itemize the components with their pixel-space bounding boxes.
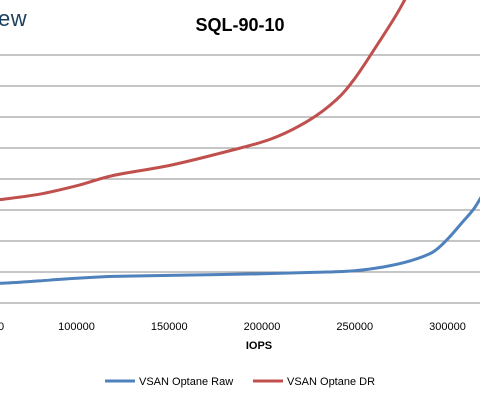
legend[interactable]: VSAN Optane Raw VSAN Optane DR bbox=[105, 376, 375, 388]
x-axis-title: IOPS bbox=[246, 340, 272, 352]
x-tick-label: 300000 bbox=[429, 321, 466, 333]
x-tick-label: 100000 bbox=[58, 321, 95, 333]
legend-item[interactable]: VSAN Optane DR bbox=[253, 376, 375, 388]
x-tick-label-partial: 0 bbox=[0, 321, 4, 333]
legend-label: VSAN Optane Raw bbox=[139, 376, 233, 388]
legend-item[interactable]: VSAN Optane Raw bbox=[105, 376, 233, 388]
chart-title: SQL-90-10 bbox=[195, 15, 284, 35]
series-layer bbox=[0, 0, 480, 285]
x-tick-label: 250000 bbox=[336, 321, 373, 333]
series-line-vsan-optane-dr bbox=[0, 0, 407, 202]
legend-label: VSAN Optane DR bbox=[287, 376, 375, 388]
series-line-vsan-optane-raw bbox=[0, 196, 480, 285]
x-tick-label: 200000 bbox=[244, 321, 281, 333]
x-axis-ticks: 100000 150000 200000 250000 300000 bbox=[58, 321, 466, 333]
gridlines bbox=[0, 54, 480, 304]
brand-logo-fragment: ew bbox=[0, 6, 28, 31]
x-tick-label: 150000 bbox=[151, 321, 188, 333]
